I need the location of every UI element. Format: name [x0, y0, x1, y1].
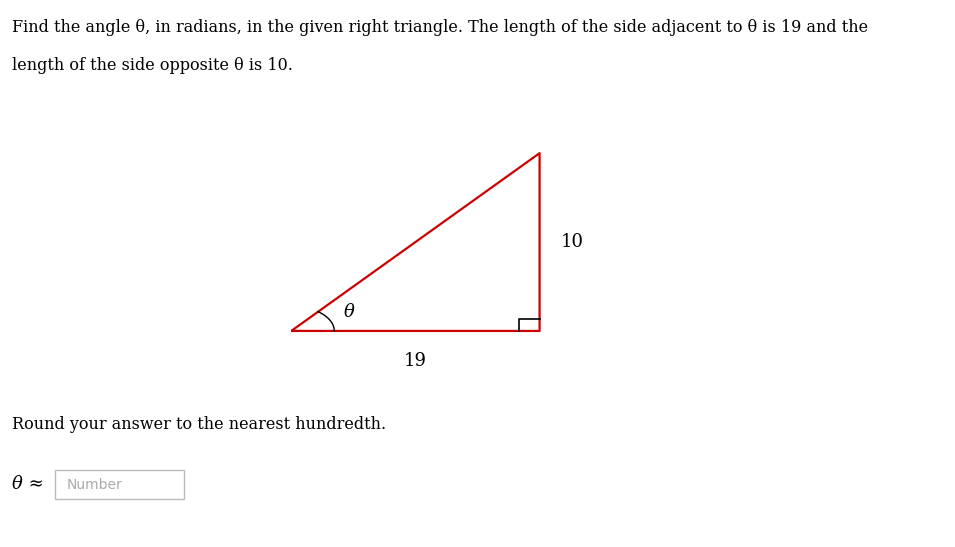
Text: 10: 10	[561, 233, 584, 251]
Text: θ: θ	[344, 303, 354, 321]
Text: Number: Number	[67, 478, 122, 492]
FancyBboxPatch shape	[55, 470, 184, 499]
Text: 19: 19	[404, 352, 427, 370]
Text: Round your answer to the nearest hundredth.: Round your answer to the nearest hundred…	[12, 416, 387, 433]
Text: length of the side opposite θ is 10.: length of the side opposite θ is 10.	[12, 57, 293, 74]
Text: θ ≈: θ ≈	[12, 475, 44, 493]
Text: Find the angle θ, in radians, in the given right triangle. The length of the sid: Find the angle θ, in radians, in the giv…	[12, 19, 868, 36]
